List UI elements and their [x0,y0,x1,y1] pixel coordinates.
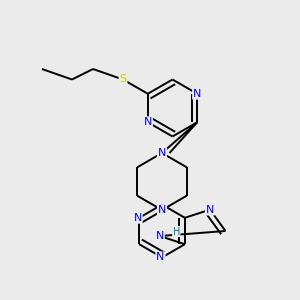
Text: N: N [156,252,165,262]
Text: N: N [193,89,201,99]
Text: N: N [158,205,166,215]
Text: H: H [172,226,180,236]
Text: N: N [134,213,142,223]
Text: N: N [156,231,164,241]
Text: N: N [144,117,152,127]
Text: N: N [206,205,214,214]
Text: N: N [158,148,166,158]
Text: S: S [119,74,127,85]
